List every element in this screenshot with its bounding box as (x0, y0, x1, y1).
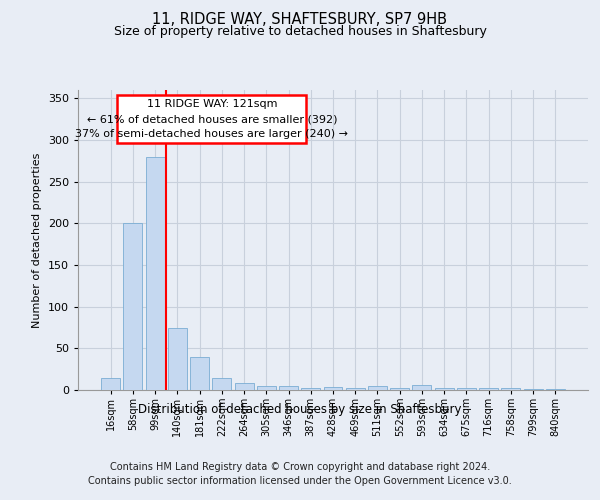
Bar (257, 386, 276, 390)
Bar (502, 388, 520, 390)
Bar (346, 388, 365, 390)
Bar (435, 388, 454, 390)
Bar (212, 378, 231, 390)
Text: 11, RIDGE WAY, SHAFTESBURY, SP7 9HB: 11, RIDGE WAY, SHAFTESBURY, SP7 9HB (152, 12, 448, 28)
Text: Contains public sector information licensed under the Open Government Licence v3: Contains public sector information licen… (88, 476, 512, 486)
Bar (412, 385, 431, 390)
Bar (546, 389, 565, 390)
Bar (390, 388, 409, 390)
Text: Size of property relative to detached houses in Shaftesbury: Size of property relative to detached ho… (113, 25, 487, 38)
FancyBboxPatch shape (118, 95, 307, 144)
Text: Contains HM Land Registry data © Crown copyright and database right 2024.: Contains HM Land Registry data © Crown c… (110, 462, 490, 472)
Text: 11 RIDGE WAY: 121sqm
← 61% of detached houses are smaller (392)
37% of semi-deta: 11 RIDGE WAY: 121sqm ← 61% of detached h… (76, 100, 349, 139)
Bar (279, 386, 298, 390)
Text: Distribution of detached houses by size in Shaftesbury: Distribution of detached houses by size … (138, 402, 462, 415)
Bar (323, 386, 343, 390)
Bar (235, 384, 254, 390)
Bar (457, 388, 476, 390)
Bar (101, 378, 120, 390)
Bar (124, 224, 142, 390)
Bar (146, 156, 164, 390)
Bar (368, 386, 387, 390)
Bar (301, 388, 320, 390)
Bar (479, 388, 498, 390)
Bar (168, 328, 187, 390)
Y-axis label: Number of detached properties: Number of detached properties (32, 152, 42, 328)
Bar (190, 356, 209, 390)
Bar (524, 389, 542, 390)
